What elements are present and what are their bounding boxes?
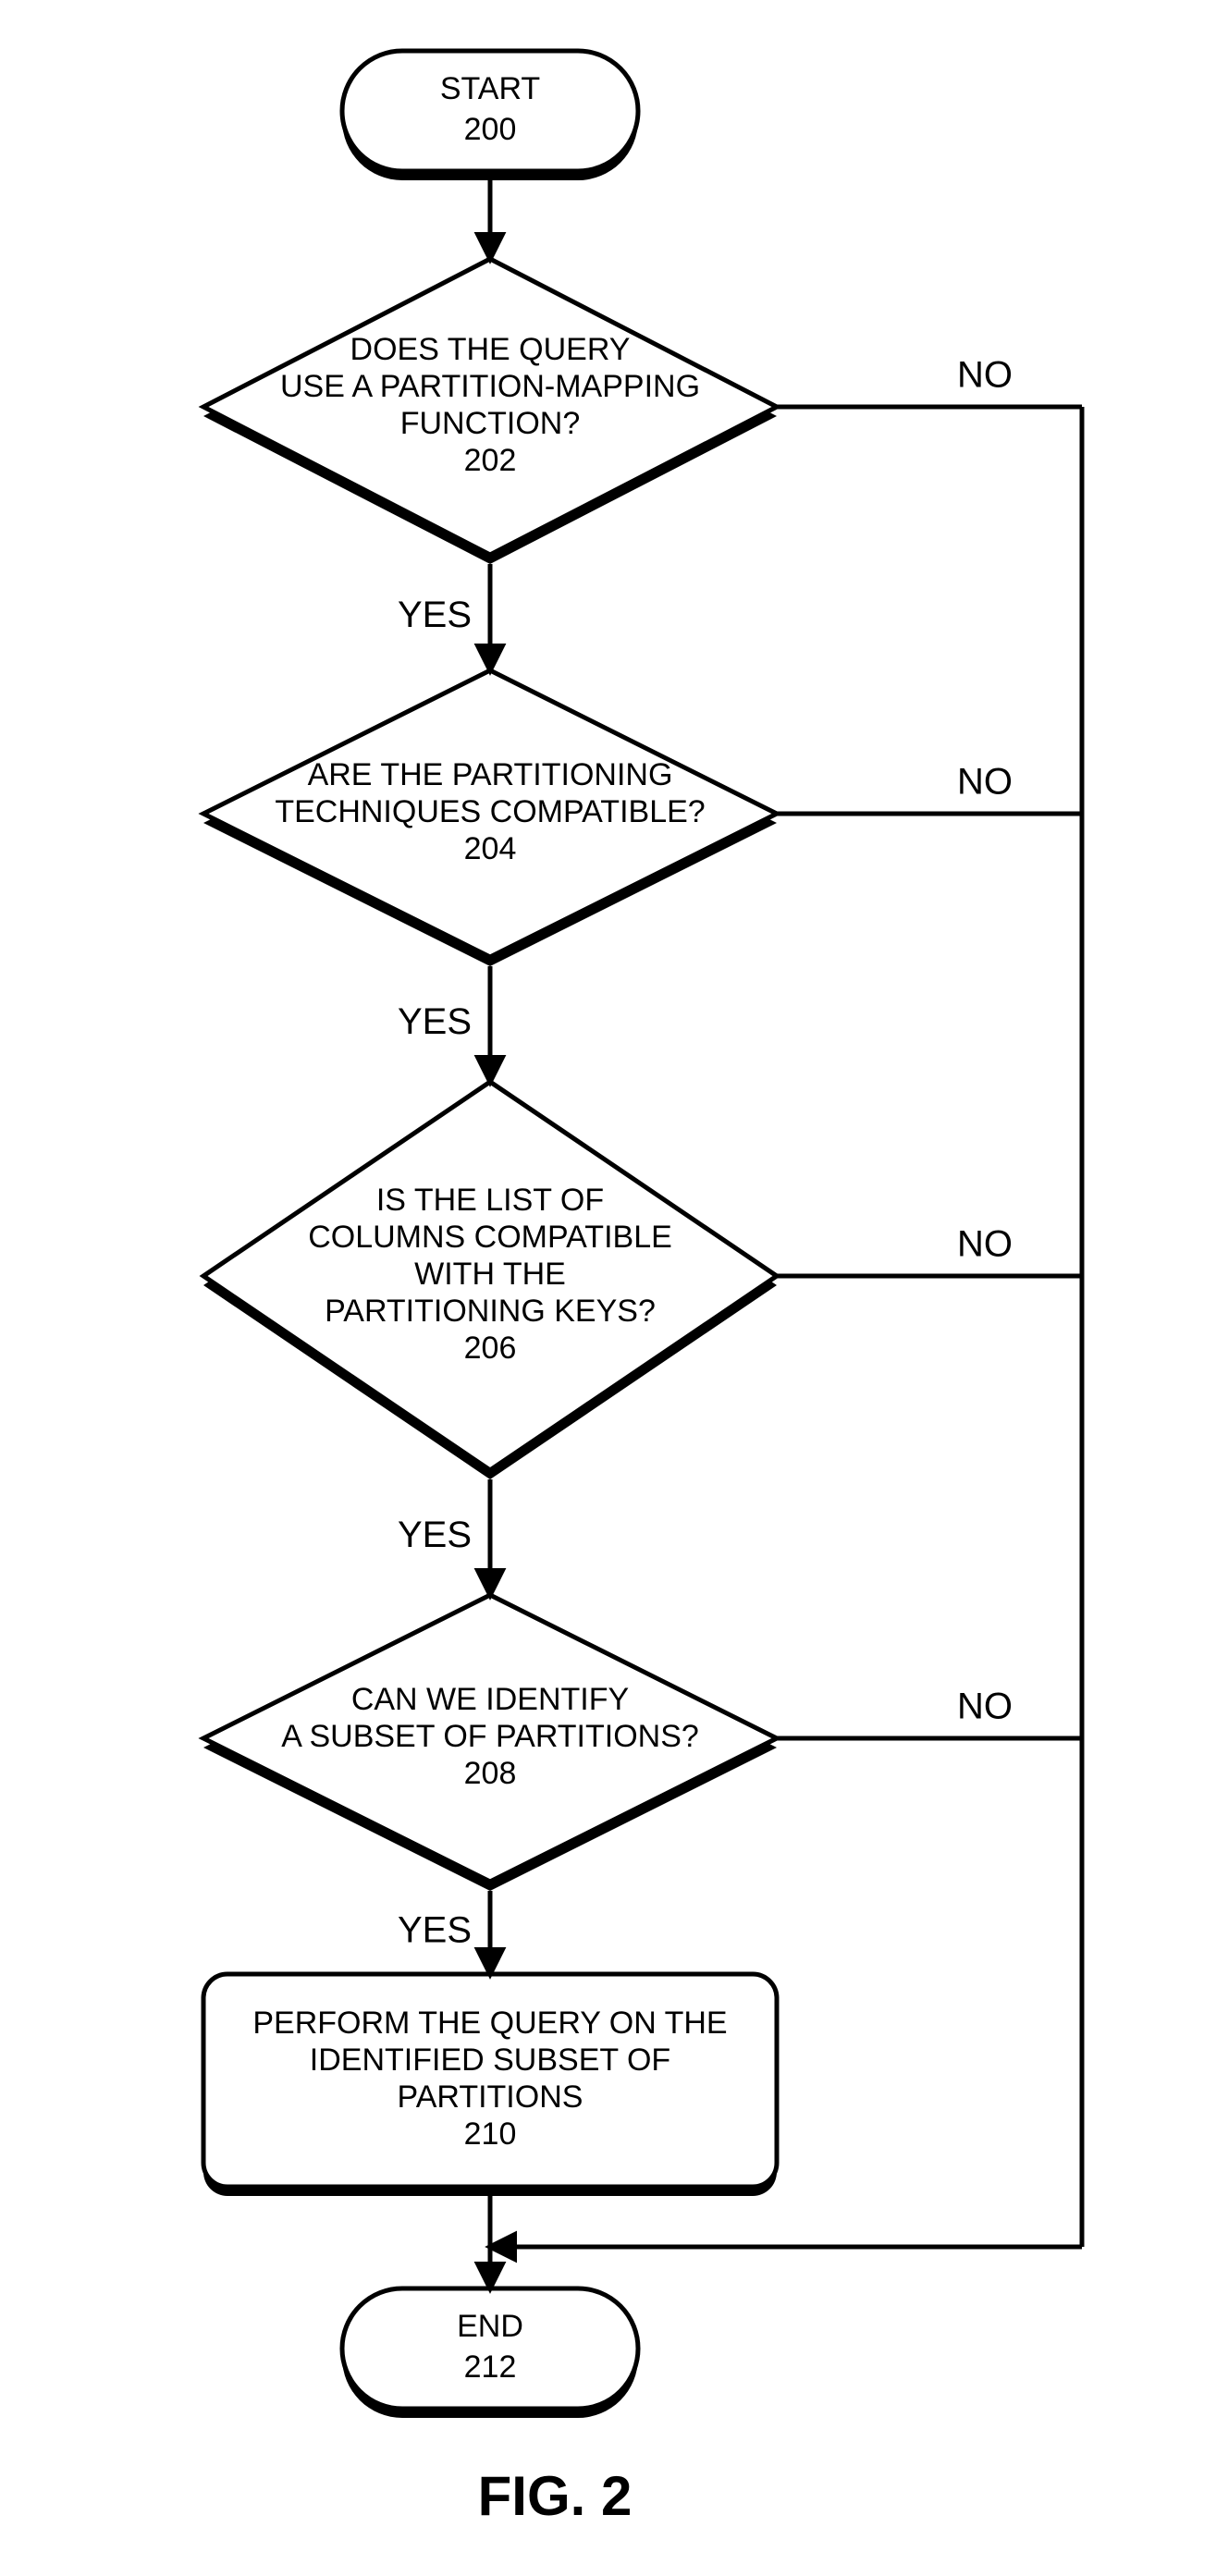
- svg-text:PARTITIONING KEYS?: PARTITIONING KEYS?: [325, 1294, 656, 1329]
- svg-text:ARE THE PARTITIONING: ARE THE PARTITIONING: [308, 757, 673, 792]
- edge-label-d204-d206: YES: [398, 1001, 472, 1042]
- figure-caption: FIG. 2: [478, 2465, 633, 2527]
- svg-text:USE A PARTITION-MAPPING: USE A PARTITION-MAPPING: [280, 369, 700, 404]
- svg-text:END: END: [457, 2309, 523, 2344]
- svg-text:COLUMNS COMPATIBLE: COLUMNS COMPATIBLE: [308, 1220, 672, 1255]
- no-label-d206: NO: [957, 1224, 1013, 1265]
- svg-text:204: 204: [464, 831, 517, 866]
- svg-text:202: 202: [464, 443, 517, 478]
- svg-text:210: 210: [464, 2116, 517, 2152]
- svg-text:WITH THE: WITH THE: [414, 1257, 566, 1292]
- svg-text:A SUBSET OF PARTITIONS?: A SUBSET OF PARTITIONS?: [281, 1719, 699, 1754]
- svg-text:200: 200: [464, 112, 517, 147]
- edge-label-d208-p210: YES: [398, 1910, 472, 1951]
- no-label-d202: NO: [957, 355, 1013, 396]
- svg-text:PARTITIONS: PARTITIONS: [398, 2079, 583, 2115]
- svg-text:CAN WE IDENTIFY: CAN WE IDENTIFY: [351, 1682, 629, 1717]
- svg-text:IDENTIFIED SUBSET OF: IDENTIFIED SUBSET OF: [310, 2042, 670, 2078]
- edge-label-d202-d204: YES: [398, 595, 472, 635]
- svg-text:FUNCTION?: FUNCTION?: [400, 406, 581, 441]
- no-label-d208: NO: [957, 1687, 1013, 1727]
- svg-text:PERFORM THE QUERY ON THE: PERFORM THE QUERY ON THE: [252, 2006, 727, 2041]
- no-label-d204: NO: [957, 762, 1013, 803]
- svg-text:208: 208: [464, 1756, 517, 1791]
- svg-text:DOES THE QUERY: DOES THE QUERY: [350, 332, 631, 367]
- svg-text:TECHNIQUES COMPATIBLE?: TECHNIQUES COMPATIBLE?: [275, 794, 705, 829]
- edge-label-d206-d208: YES: [398, 1515, 472, 1555]
- svg-text:START: START: [440, 71, 540, 106]
- svg-text:212: 212: [464, 2349, 517, 2385]
- svg-text:206: 206: [464, 1331, 517, 1366]
- svg-text:IS THE LIST OF: IS THE LIST OF: [376, 1183, 604, 1218]
